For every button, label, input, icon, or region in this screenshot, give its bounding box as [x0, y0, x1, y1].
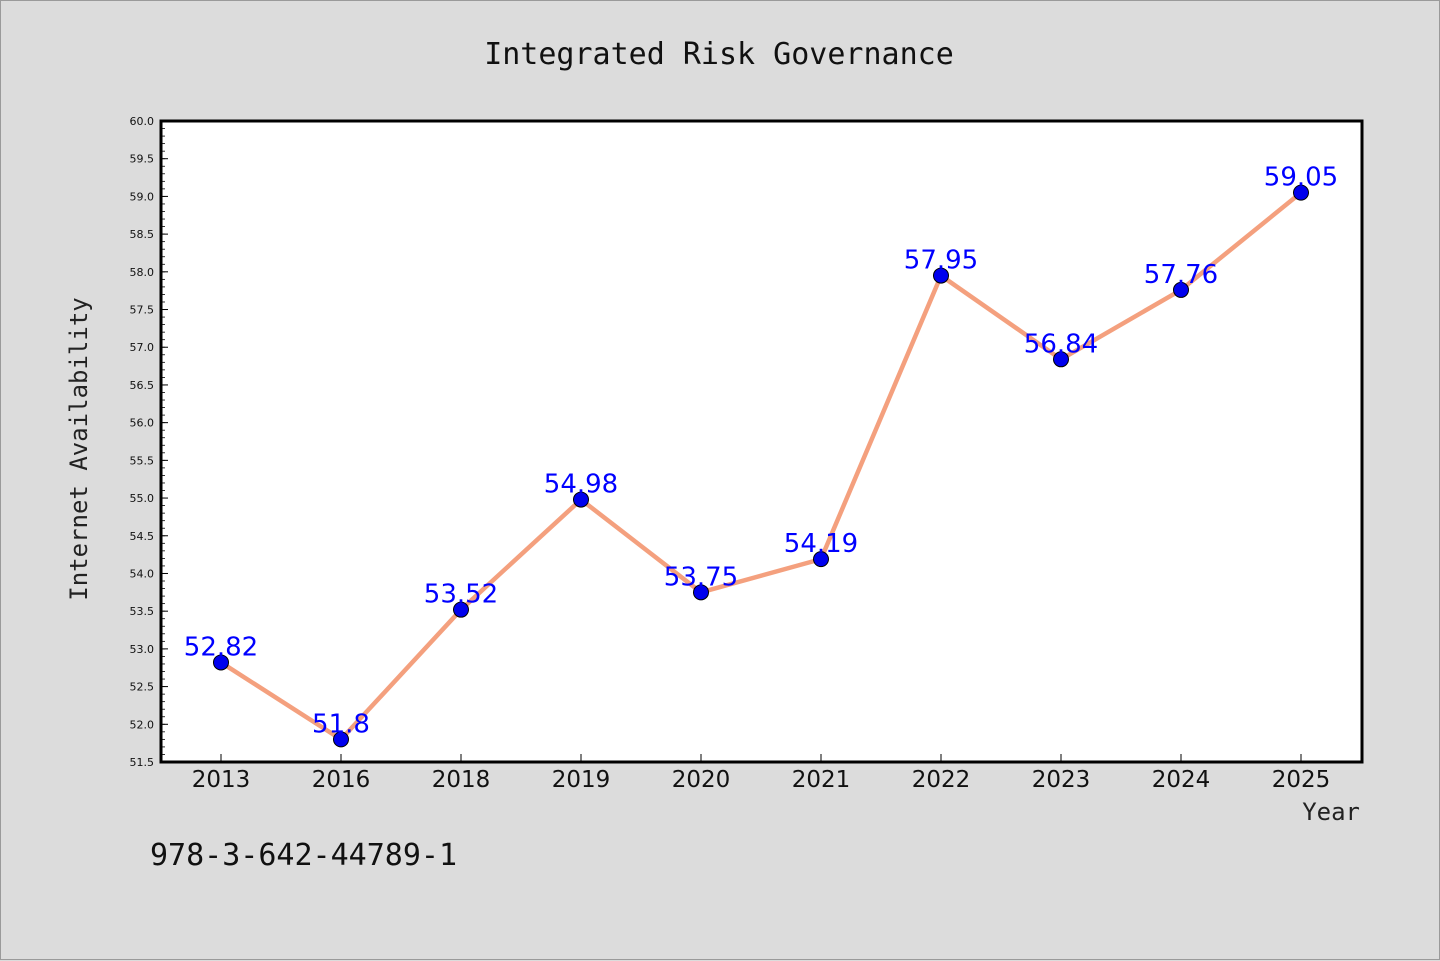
y-axis: 51.5 52.0 52.5 53.0 53.5 54.0 54.5 55.0 55.5 56.0… [130, 115, 168, 769]
y-tick-label: 57.0 [130, 341, 155, 354]
y-tick-label: 53.5 [130, 605, 155, 618]
data-label: 54.19 [784, 529, 858, 559]
data-label: 51.8 [312, 709, 370, 739]
series-line [213, 184, 1309, 748]
y-tick-label: 52.5 [130, 681, 155, 694]
data-point-marker [1293, 184, 1309, 201]
isbn-footnote: 978-3-642-44789-1 [150, 838, 457, 873]
y-tick-label: 58.5 [130, 228, 155, 241]
data-label: 52.82 [184, 632, 258, 662]
x-axis: 2013 2016 2018 2019 2020 2021 2022 2023 2024 2025 [192, 754, 1331, 793]
y-axis-label: Internet Availability [65, 297, 93, 600]
data-point-marker [933, 267, 949, 284]
y-tick-label: 57.5 [130, 304, 155, 317]
x-tick-label: 2019 [552, 767, 611, 793]
data-label: 57.76 [1144, 260, 1218, 290]
y-tick-label: 53.0 [130, 643, 155, 656]
data-label: 57.95 [904, 246, 978, 276]
x-tick-label: 2013 [192, 767, 251, 793]
data-point-marker [213, 654, 229, 671]
x-tick-label: 2016 [312, 767, 371, 793]
y-tick-label: 59.0 [130, 190, 155, 203]
x-tick-label: 2021 [792, 767, 851, 793]
x-tick-label: 2018 [432, 767, 491, 793]
y-tick-label: 59.5 [130, 153, 155, 166]
x-tick-label: 2025 [1272, 767, 1331, 793]
data-label: 56.84 [1024, 329, 1098, 359]
series-polyline [219, 190, 1303, 742]
y-tick-label: 55.5 [130, 454, 155, 467]
y-tick-label: 60.0 [130, 115, 155, 128]
x-tick-label: 2020 [672, 767, 731, 793]
y-tick-label: 56.0 [130, 417, 155, 430]
y-tick-label: 54.5 [130, 530, 155, 543]
data-label: 53.52 [424, 580, 498, 610]
data-label: 59.05 [1264, 163, 1338, 193]
data-point-marker [693, 584, 709, 601]
chart-title: Integrated Risk Governance [484, 37, 954, 72]
data-point-marker [453, 601, 469, 618]
x-tick-label: 2024 [1152, 767, 1211, 793]
data-label: 54.98 [544, 470, 618, 500]
data-point-marker [1173, 281, 1189, 298]
y-tick-label: 54.0 [130, 567, 155, 580]
x-tick-label: 2022 [912, 767, 971, 793]
y-tick-label: 52.0 [130, 718, 155, 731]
plot-area [159, 119, 1364, 764]
y-tick-label: 51.5 [130, 756, 155, 769]
data-point-marker [573, 491, 589, 508]
data-point-marker [333, 731, 349, 748]
data-label: 53.75 [664, 562, 738, 592]
data-point-marker [1053, 351, 1069, 368]
data-labels: 52.82 51.8 53.52 54.98 53.75 54.19 57.95 56.84 5… [184, 163, 1338, 740]
data-point-marker [813, 551, 829, 568]
y-tick-label: 56.5 [130, 379, 155, 392]
x-axis-label: Year [1302, 798, 1360, 826]
y-tick-label: 58.0 [130, 266, 155, 279]
y-tick-label: 55.0 [130, 492, 155, 505]
x-tick-label: 2023 [1032, 767, 1091, 793]
